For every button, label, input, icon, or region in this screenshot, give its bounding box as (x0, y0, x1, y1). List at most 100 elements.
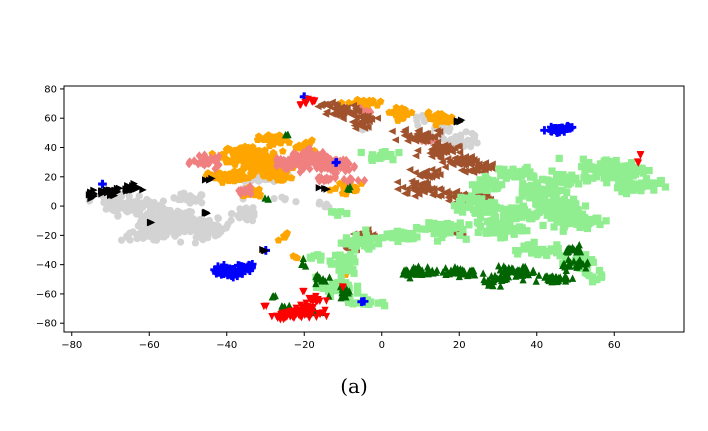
scatter-point (360, 116, 369, 124)
plot-area-group (85, 92, 670, 324)
scatter-point (574, 211, 583, 219)
scatter-point (503, 169, 512, 177)
scatter-point (211, 157, 219, 167)
scatter-point (409, 230, 417, 238)
scatter-point (357, 148, 365, 157)
scatter-point (517, 213, 526, 221)
scatter-point (248, 217, 257, 225)
scatter-point (409, 184, 417, 192)
scatter-point (225, 176, 233, 185)
scatter-point (453, 155, 461, 163)
scatter-point (227, 210, 236, 218)
y-tick-label: −80 (36, 319, 57, 330)
scatter-point (418, 137, 426, 145)
scatter-point (290, 313, 298, 322)
scatter-point (333, 287, 341, 295)
scatter-point (404, 131, 412, 140)
scatter-point (443, 118, 452, 126)
scatter-point (442, 142, 450, 151)
scatter-point (352, 231, 360, 239)
scatter-point (232, 173, 240, 181)
scatter-point (260, 172, 268, 180)
scatter-point (428, 171, 436, 180)
scatter-point (496, 282, 505, 290)
scatter-point (242, 157, 250, 165)
scatter-point (248, 142, 257, 151)
scatter-point (500, 165, 508, 173)
scatter-point (374, 299, 382, 307)
scatter-point (351, 246, 359, 254)
scatter-point (240, 185, 248, 195)
scatter-point (596, 220, 604, 229)
scatter-point (434, 109, 443, 118)
scatter-point (194, 226, 202, 234)
scatter-point (579, 155, 587, 163)
scatter-point (606, 160, 614, 168)
scatter-point (566, 262, 574, 270)
scatter-point (553, 217, 561, 225)
scatter-point (125, 192, 133, 200)
scatter-point (406, 273, 414, 282)
scatter-point (491, 271, 499, 280)
scatter-point (391, 136, 399, 144)
scatter-point (367, 298, 375, 306)
scatter-point (478, 200, 486, 208)
scatter-point (555, 127, 564, 137)
scatter-point (375, 240, 383, 248)
scatter-point (582, 264, 590, 272)
x-axis: −80 −60 −40 −20 0 20 40 60 (61, 332, 621, 351)
scatter-point (264, 164, 273, 172)
scatter-point (394, 237, 402, 246)
scatter-point (502, 212, 510, 220)
scatter-point (502, 174, 510, 182)
scatter-point (413, 135, 421, 143)
scatter-point (630, 180, 638, 188)
scatter-point (430, 133, 438, 142)
scatter-point (177, 190, 185, 198)
scatter-point (331, 173, 339, 183)
scatter-point (556, 252, 564, 260)
scatter-point (479, 269, 487, 277)
scatter-point (170, 231, 178, 239)
scatter-point (496, 273, 504, 282)
scatter-point (224, 266, 233, 275)
scatter-point (491, 179, 499, 188)
scatter-point (588, 273, 596, 281)
scatter-point (437, 186, 445, 194)
scatter-point (490, 210, 498, 218)
scatter-point (395, 148, 403, 157)
scatter-point (201, 229, 210, 237)
point-cluster-plus (98, 92, 577, 307)
scatter-point (559, 178, 567, 187)
scatter-point (354, 108, 363, 116)
scatter-point (317, 252, 325, 260)
scatter-point (326, 156, 334, 166)
point-cluster-circle (85, 111, 481, 247)
scatter-point (528, 210, 536, 218)
scatter-point (563, 174, 572, 182)
scatter-point (192, 233, 200, 241)
scatter-point (546, 126, 555, 135)
scatter-point (260, 302, 268, 311)
scatter-point (359, 238, 367, 246)
scatter-point (563, 219, 571, 227)
scatter-point (417, 131, 425, 140)
scatter-point (475, 205, 483, 213)
scatter-point (428, 191, 437, 199)
scatter-point (554, 244, 562, 253)
scatter-point (352, 105, 360, 113)
scatter-point (274, 236, 283, 244)
scatter-point (541, 207, 549, 215)
scatter-point (441, 163, 449, 171)
scatter-point (339, 266, 348, 274)
scatter-point (592, 172, 600, 181)
scatter-point (366, 235, 374, 244)
scatter-point (406, 166, 414, 174)
scatter-point (357, 297, 366, 307)
scatter-point (231, 160, 239, 168)
scatter-point (459, 225, 467, 234)
scatter-point (467, 142, 475, 151)
scatter-point (530, 188, 538, 196)
scatter-point (563, 188, 571, 197)
scatter-point (439, 268, 447, 276)
